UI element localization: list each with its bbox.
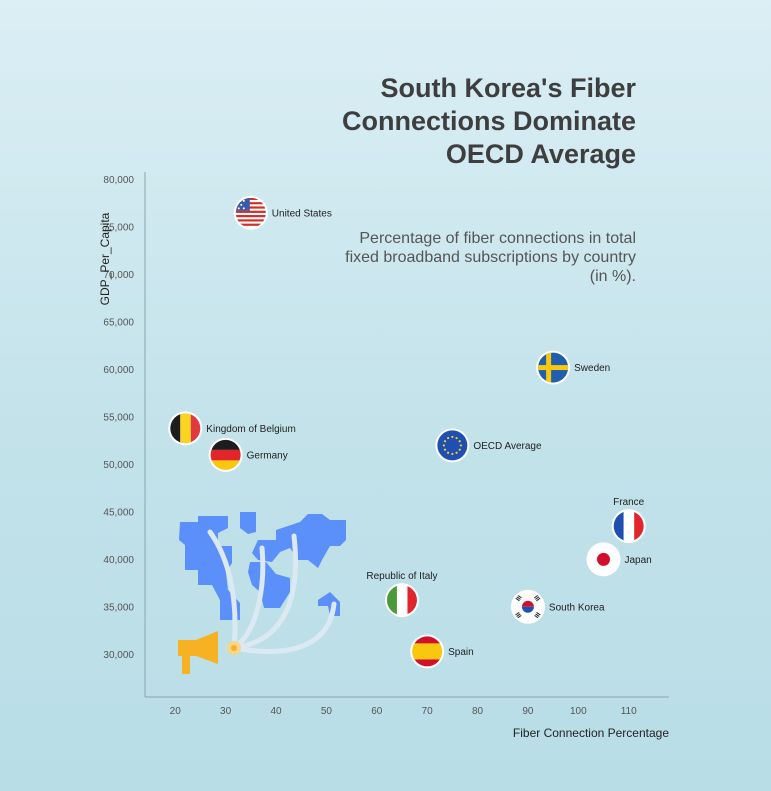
point-label: South Korea: [549, 602, 605, 613]
data-point: United States: [233, 195, 332, 230]
y-tick-label: 30,000: [103, 650, 134, 661]
x-tick-label: 20: [170, 706, 182, 717]
point-label: Spain: [448, 647, 474, 658]
x-tick-label: 90: [522, 706, 534, 717]
point-label: Germany: [247, 450, 288, 461]
point-label: Republic of Italy: [366, 571, 437, 582]
point-label: France: [613, 497, 645, 508]
x-tick-label: 100: [570, 706, 587, 717]
japan-flag-icon: [588, 544, 619, 575]
point-label: Japan: [625, 555, 652, 566]
y-tick-label: 75,000: [103, 223, 134, 234]
data-point: Japan: [586, 542, 652, 577]
x-tick-label: 60: [371, 706, 383, 717]
data-point: France: [611, 497, 646, 544]
eu-flag-icon: [437, 430, 468, 461]
y-axis-label: GDP_Per_Capita: [98, 212, 112, 305]
chart-subtitle: Percentage of fiber connections in total…: [345, 230, 636, 285]
x-tick-label: 50: [321, 706, 333, 717]
y-tick-label: 40,000: [103, 555, 134, 566]
italy-flag-icon: [386, 585, 417, 616]
data-point: OECD Average: [435, 428, 542, 463]
world-map-megaphone-icon: [178, 512, 346, 674]
data-point: Germany: [208, 437, 288, 472]
x-tick-label: 70: [422, 706, 434, 717]
point-label: Kingdom of Belgium: [206, 424, 295, 435]
point-label: Sweden: [574, 363, 610, 374]
y-tick-label: 80,000: [103, 175, 134, 186]
data-points: United States Sweden Kingdom of Belgium Ger…: [168, 195, 652, 669]
x-tick-label: 40: [270, 706, 282, 717]
y-tick-label: 65,000: [103, 318, 134, 329]
chart-title: South Korea's Fiber Connections Dominate…: [341, 73, 636, 169]
belgium-flag-icon: [170, 413, 201, 444]
data-point: Kingdom of Belgium: [168, 411, 296, 446]
x-tick-label: 110: [621, 706, 637, 717]
data-point: South Korea: [510, 589, 605, 624]
y-tick-label: 55,000: [103, 412, 134, 423]
y-axis-ticks: 30,000 35,000 40,000 45,000 50,000 55,000 60,0…: [103, 175, 134, 661]
x-tick-label: 30: [220, 706, 232, 717]
y-tick-label: 50,000: [103, 460, 134, 471]
data-point: Spain: [410, 634, 474, 669]
germany-flag-icon: [210, 439, 241, 470]
y-tick-label: 70,000: [103, 270, 134, 281]
data-point: Sweden: [536, 350, 610, 385]
y-tick-label: 35,000: [103, 602, 134, 613]
spain-flag-icon: [412, 636, 443, 667]
us-flag-icon: [235, 197, 266, 226]
y-tick-label: 45,000: [103, 507, 134, 518]
point-label: OECD Average: [473, 441, 542, 452]
sweden-flag-icon: [538, 352, 569, 383]
data-point: Republic of Italy: [366, 571, 438, 618]
france-flag-icon: [613, 511, 644, 542]
x-tick-label: 80: [472, 706, 484, 717]
y-tick-label: 60,000: [103, 365, 134, 376]
x-axis-ticks: 20 30 40 50 60 70 80 90 100 110: [170, 706, 637, 717]
x-axis-label: Fiber Connection Percentage: [513, 726, 669, 740]
point-label: United States: [272, 208, 332, 219]
